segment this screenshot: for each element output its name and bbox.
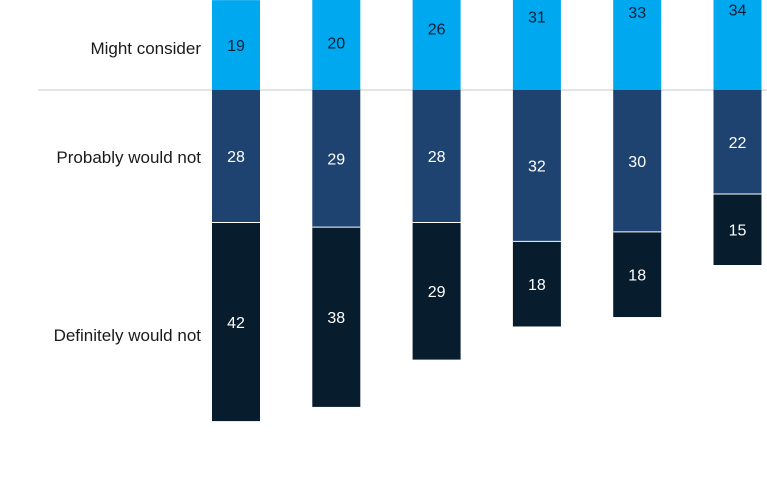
- bar-might-consider-1: [212, 0, 260, 91]
- value-label-definitely-would-not-5: 18: [628, 267, 646, 284]
- value-label-definitely-would-not-1: 42: [227, 315, 245, 332]
- value-label-might-consider-6: 34: [729, 3, 747, 20]
- bar-definitely-would-not-2: [312, 227, 361, 407]
- value-label-definitely-would-not-3: 29: [428, 284, 446, 301]
- row-label-might-consider: Might consider: [90, 39, 201, 58]
- bar-probably-would-not-6: [713, 90, 762, 195]
- value-label-might-consider-1: 19: [227, 38, 245, 55]
- bar-probably-would-not-2: [312, 90, 361, 228]
- bar-definitely-would-not-6: [713, 194, 762, 266]
- bar-definitely-would-not-4: [512, 241, 561, 327]
- value-label-probably-would-not-6: 22: [729, 135, 747, 152]
- value-label-probably-would-not-2: 29: [327, 152, 345, 169]
- value-label-probably-would-not-4: 32: [528, 159, 546, 176]
- bar-definitely-would-not-5: [613, 231, 662, 318]
- bar-definitely-would-not-1: [212, 222, 260, 422]
- bar-might-consider-6: [713, 0, 762, 91]
- value-label-might-consider-4: 31: [528, 10, 546, 27]
- value-label-might-consider-5: 33: [628, 5, 646, 22]
- bar-might-consider-3: [412, 0, 461, 90]
- bar-probably-would-not-5: [613, 90, 662, 232]
- value-label-definitely-would-not-6: 15: [729, 223, 747, 240]
- value-label-probably-would-not-1: 28: [227, 149, 245, 166]
- bar-might-consider-5: [613, 0, 662, 90]
- value-label-might-consider-3: 26: [428, 22, 446, 39]
- value-label-might-consider-2: 20: [327, 36, 345, 53]
- bar-might-consider-4: [512, 0, 561, 91]
- value-label-probably-would-not-5: 30: [628, 154, 646, 171]
- value-label-probably-would-not-3: 28: [428, 149, 446, 166]
- row-label-definitely-would-not: Definitely would not: [54, 326, 202, 345]
- bar-definitely-would-not-3: [412, 222, 461, 360]
- bar-might-consider-2: [312, 0, 361, 90]
- bars-group: [212, 0, 762, 422]
- bar-probably-would-not-3: [412, 90, 461, 223]
- value-label-definitely-would-not-2: 38: [327, 310, 345, 327]
- row-label-probably-would-not: Probably would not: [56, 148, 201, 167]
- value-label-definitely-would-not-4: 18: [528, 277, 546, 294]
- bar-probably-would-not-1: [212, 90, 260, 223]
- value-labels-group: 19 20 26 31 33 34 28 29 28 32 30 22 42 38 29 18 18 15: [227, 3, 746, 332]
- bar-probably-would-not-4: [512, 90, 561, 242]
